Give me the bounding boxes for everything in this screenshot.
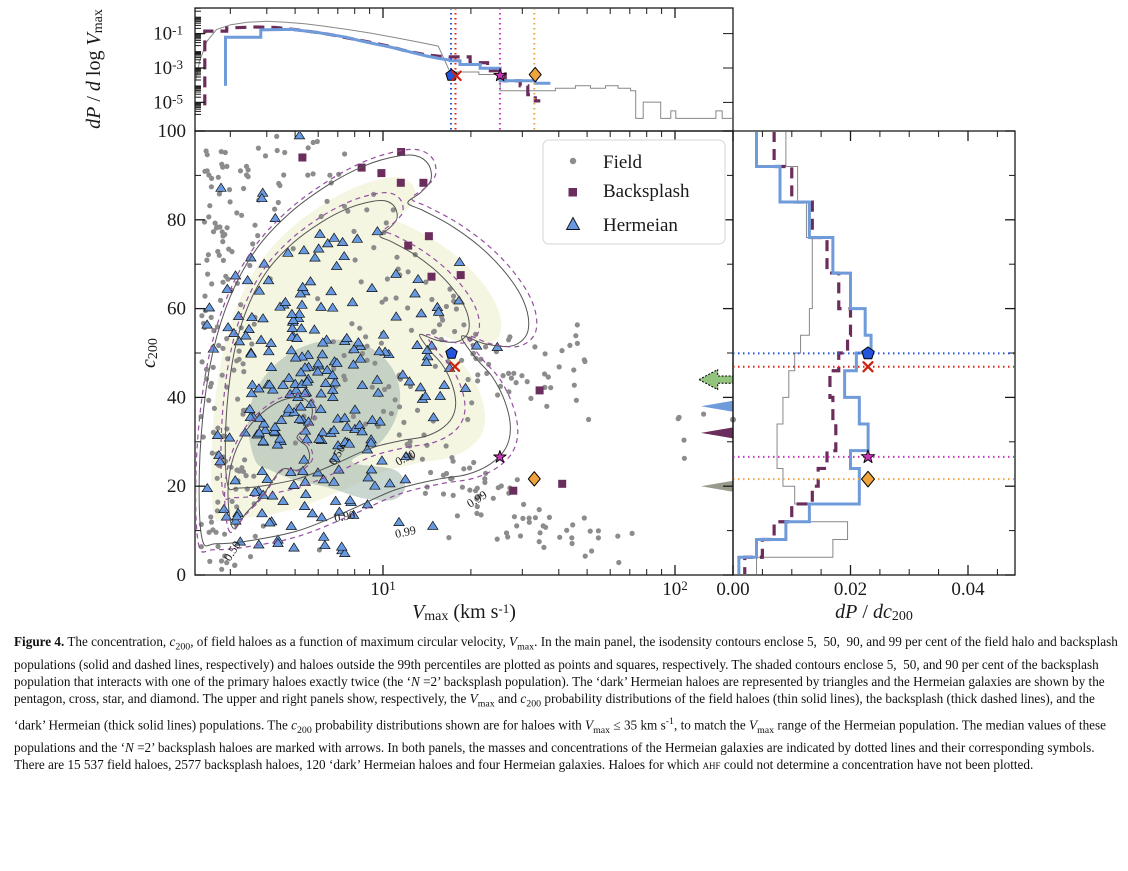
svg-text:40: 40 — [167, 387, 186, 408]
svg-text:100: 100 — [158, 121, 187, 142]
svg-text:20: 20 — [167, 476, 186, 497]
svg-text:Backsplash: Backsplash — [603, 181, 690, 202]
svg-text:80: 80 — [167, 210, 186, 231]
svg-text:0: 0 — [177, 565, 187, 586]
svg-text:0.02: 0.02 — [834, 579, 867, 600]
svg-text:0.00: 0.00 — [716, 579, 749, 600]
svg-text:60: 60 — [167, 299, 186, 320]
svg-text:Field: Field — [603, 152, 643, 173]
svg-text:0.04: 0.04 — [951, 579, 985, 600]
svg-text:Hermeian: Hermeian — [603, 215, 678, 236]
